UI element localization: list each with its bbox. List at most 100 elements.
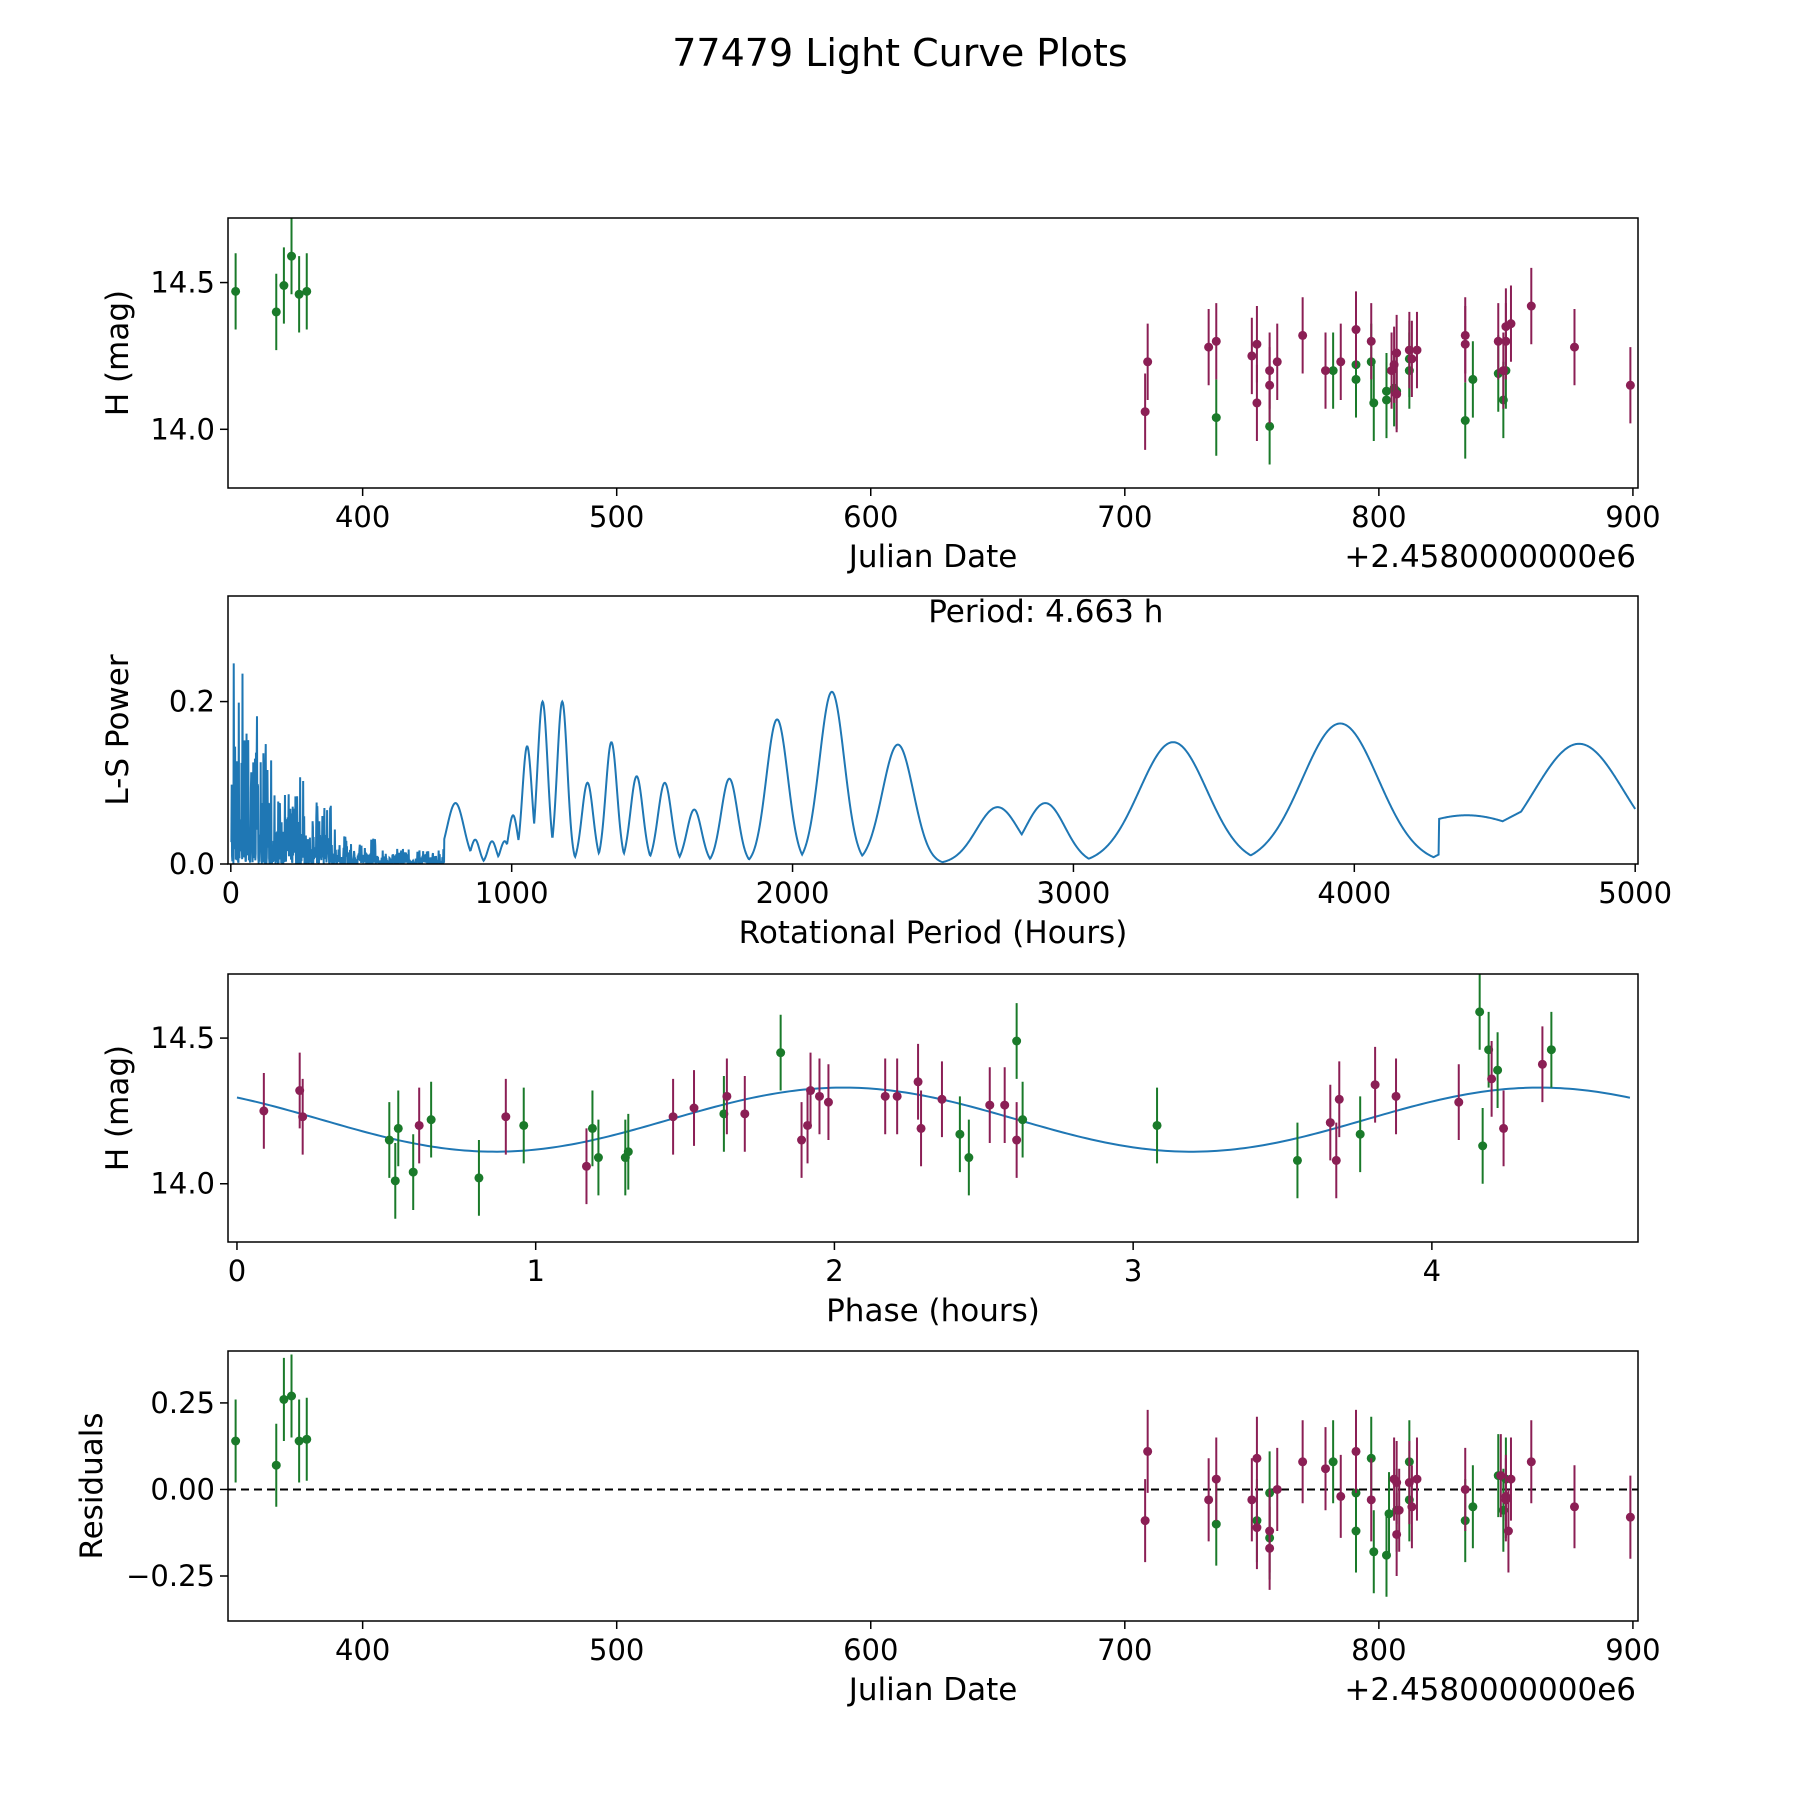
lightcurve-xtick-label: 500 (589, 500, 644, 534)
lightcurve-point-green (279, 281, 289, 290)
phased-point-purple (259, 1106, 269, 1116)
lightcurve-xtick-label: 700 (1097, 500, 1152, 534)
residuals-point-purple (1211, 1474, 1221, 1484)
residuals-frame (227, 1350, 1639, 1622)
lightcurve-point-purple (1321, 366, 1331, 376)
phased-point-purple (501, 1112, 511, 1122)
phased-point-purple (1499, 1123, 1509, 1133)
lightcurve-point-purple (1506, 319, 1516, 329)
lightcurve-point-purple (1351, 325, 1361, 335)
lightcurve-point-purple (1204, 342, 1214, 352)
residuals-point-purple (1336, 1491, 1346, 1501)
lightcurve-point-purple (1140, 407, 1150, 417)
phased-plot-area (236, 974, 1631, 1219)
periodogram-xtick-label: 5000 (1598, 876, 1672, 910)
phased-point-green (1475, 1007, 1485, 1017)
residuals-point-purple (1412, 1474, 1422, 1484)
phased-point-purple (1537, 1059, 1547, 1069)
figure-title: 77479 Light Curve Plots (672, 31, 1127, 75)
lightcurve-point-green (302, 286, 312, 296)
lightcurve-point-green (1369, 398, 1379, 408)
periodogram-frame (227, 595, 1639, 865)
residuals-point-purple (1247, 1495, 1257, 1505)
residuals-point-purple (1407, 1502, 1417, 1512)
phased-point-green (1478, 1141, 1488, 1151)
residuals-ytick-label: 0.00 (150, 1472, 215, 1506)
lightcurve-xtick-label: 800 (1351, 500, 1406, 534)
phased-point-green (776, 1048, 786, 1058)
lightcurve-point-purple (1392, 389, 1402, 399)
residuals-xtick-label: 500 (589, 1633, 644, 1667)
residuals-point-green (1369, 1547, 1379, 1557)
lightcurve-ylabel: H (mag) (100, 290, 136, 416)
phased-point-green (1152, 1120, 1162, 1130)
periodogram-ylabel: L-S Power (100, 654, 136, 805)
residuals-point-purple (1298, 1457, 1308, 1467)
residuals-ytick-label: 0.25 (150, 1386, 215, 1420)
phased-point-green (1493, 1065, 1503, 1075)
phased-point-purple (985, 1100, 995, 1110)
phased-axes: 0 1 2 3 4 14.0 14.5 Phase (hours) H (mag) (100, 973, 1639, 1329)
residuals-point-purple (1252, 1453, 1262, 1463)
lightcurve-point-purple (1625, 380, 1635, 390)
residuals-point-purple (1496, 1471, 1506, 1481)
lightcurve-point-green (1265, 421, 1275, 431)
phased-point-purple (937, 1094, 947, 1104)
residuals-point-green (231, 1436, 241, 1446)
phased-point-purple (913, 1077, 923, 1087)
residuals-point-purple (1366, 1495, 1376, 1505)
phased-point-green (623, 1147, 633, 1157)
residuals-offset-label: +2.4580000000e6 (1344, 1672, 1636, 1708)
phased-point-green (587, 1123, 597, 1133)
phased-point-green (474, 1173, 484, 1183)
lightcurve-point-purple (1252, 339, 1262, 349)
phased-xlabel: Phase (hours) (826, 1293, 1040, 1329)
lightcurve-point-purple (1336, 357, 1346, 367)
phased-point-purple (1325, 1118, 1335, 1128)
lightcurve-point-green (1460, 416, 1470, 425)
phased-point-green (955, 1129, 965, 1139)
phased-frame (227, 973, 1639, 1243)
residuals-point-green (1328, 1457, 1338, 1467)
lightcurve-xlabel: Julian Date (847, 539, 1018, 575)
lightcurve-point-purple (1272, 357, 1282, 367)
residuals-point-green (1211, 1519, 1221, 1529)
phased-xtick-label: 3 (1124, 1254, 1142, 1288)
phased-fit-curve (236, 1086, 1631, 1153)
residuals-point-purple (1503, 1526, 1513, 1536)
residuals-point-purple (1394, 1505, 1404, 1515)
residuals-point-green (1468, 1502, 1478, 1512)
phased-point-purple (1370, 1080, 1380, 1090)
phased-point-green (964, 1153, 974, 1163)
phased-point-purple (1331, 1155, 1341, 1165)
residuals-point-purple (1569, 1502, 1579, 1512)
phased-point-green (1018, 1115, 1028, 1125)
lightcurve-point-purple (1252, 398, 1262, 408)
lightcurve-point-purple (1247, 351, 1257, 361)
lightcurve-point-purple (1493, 336, 1503, 346)
phased-point-purple (722, 1091, 732, 1101)
lightcurve-point-purple (1407, 354, 1417, 364)
phased-point-purple (823, 1097, 833, 1107)
lightcurve-point-purple (1298, 330, 1308, 340)
phased-point-purple (806, 1086, 816, 1096)
phased-point-purple (581, 1161, 591, 1171)
periodogram-xtick-label: 3000 (1037, 876, 1111, 910)
periodogram-xtick-label: 4000 (1317, 876, 1391, 910)
residuals-xtick-label: 600 (843, 1633, 898, 1667)
residuals-xtick-label: 700 (1097, 1633, 1152, 1667)
periodogram-xtick-label: 2000 (756, 876, 830, 910)
phased-point-purple (414, 1120, 424, 1130)
phased-point-green (1355, 1129, 1365, 1139)
lightcurve-point-green (231, 286, 241, 296)
phased-xtick-label: 4 (1423, 1254, 1441, 1288)
lightcurve-point-green (1381, 386, 1391, 396)
phased-point-purple (916, 1123, 926, 1133)
lightcurve-xtick-label: 900 (1605, 500, 1660, 534)
lightcurve-xtick-label: 400 (335, 500, 390, 534)
lightcurve-frame (227, 217, 1639, 489)
phased-point-purple (814, 1091, 824, 1101)
lightcurve-point-purple (1569, 342, 1579, 352)
phased-point-purple (740, 1109, 750, 1119)
